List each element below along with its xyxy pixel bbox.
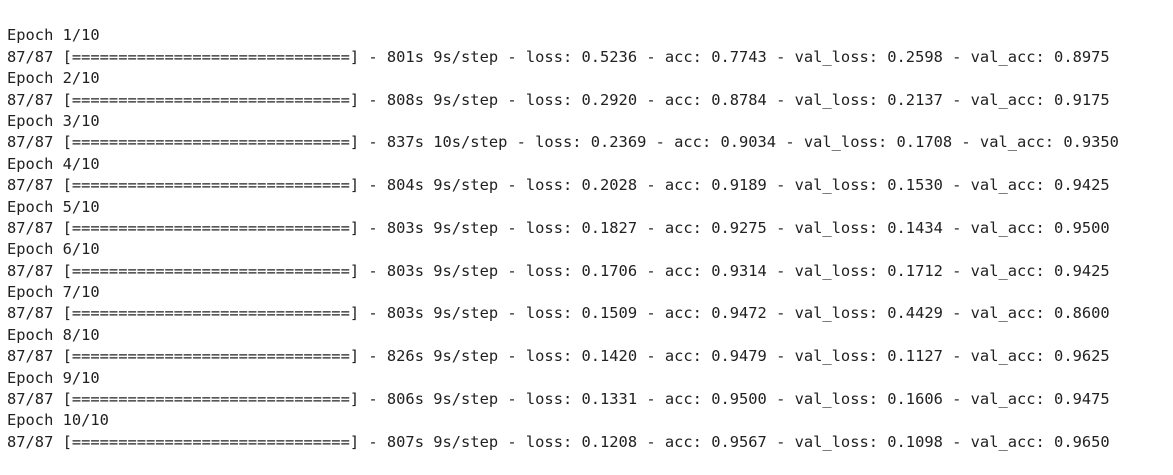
epoch-header: Epoch 4/10 (7, 154, 100, 173)
epoch-header: Epoch 5/10 (7, 197, 100, 216)
epoch-progress-line: 87/87 [==============================] -… (7, 133, 1119, 152)
epoch-header: Epoch 7/10 (7, 283, 100, 302)
epoch-header: Epoch 9/10 (7, 368, 100, 387)
epoch-header: Epoch 10/10 (7, 411, 109, 430)
epoch-progress-line: 87/87 [==============================] -… (7, 218, 1110, 237)
epoch-progress-line: 87/87 [==============================] -… (7, 432, 1110, 451)
epoch-header: Epoch 2/10 (7, 69, 100, 88)
epoch-progress-line: 87/87 [==============================] -… (7, 304, 1110, 323)
epoch-progress-line: 87/87 [==============================] -… (7, 347, 1110, 366)
epoch-progress-line: 87/87 [==============================] -… (7, 90, 1110, 109)
training-log-output: Epoch 1/10 87/87 [=======================… (7, 26, 1119, 451)
epoch-header: Epoch 1/10 (7, 26, 100, 45)
epoch-header: Epoch 8/10 (7, 325, 100, 344)
epoch-progress-line: 87/87 [==============================] -… (7, 176, 1110, 195)
epoch-header: Epoch 6/10 (7, 240, 100, 259)
epoch-progress-line: 87/87 [==============================] -… (7, 261, 1110, 280)
epoch-progress-line: 87/87 [==============================] -… (7, 47, 1110, 66)
epoch-progress-line: 87/87 [==============================] -… (7, 390, 1110, 409)
epoch-header: Epoch 3/10 (7, 111, 100, 130)
